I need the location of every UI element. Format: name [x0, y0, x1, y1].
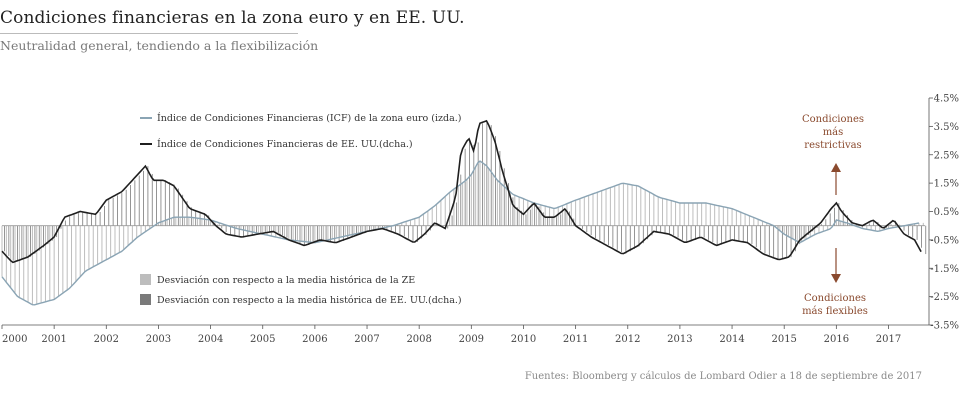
x-axis-ticks: 2000 2001 2002 2003 2004 2005 2006 2007 2008 2009…: [1, 325, 901, 345]
x-tick-label: 2003: [146, 334, 171, 345]
y-tick-label: 3.5%: [934, 122, 959, 133]
y-tick-label: -3.5%: [930, 321, 959, 332]
y-tick-label: 4.5%: [934, 94, 959, 105]
y-tick-label: 1.5%: [934, 179, 959, 190]
x-tick-label: 2004: [198, 334, 223, 345]
us-fci-line: [1, 119, 922, 264]
title-divider: [0, 33, 298, 34]
x-tick-label: 2007: [354, 334, 379, 345]
y-axis-ticks: 4.5% 3.5% 2.5% 1.5% 0.5% -0.5% -1.5% -2.5% -3.5%: [929, 94, 959, 332]
legend-euro-label: Índice de Condiciones Financieras (ICF) …: [157, 112, 462, 124]
annotation-flexible-line1: Condiciones: [804, 293, 866, 304]
arrow-up-icon: [831, 163, 841, 172]
legend-us-dev-swatch: [140, 294, 151, 305]
y-tick-label: -2.5%: [930, 292, 959, 303]
x-tick-label: 2008: [406, 334, 431, 345]
x-tick-label: 2010: [511, 334, 536, 345]
y-tick-label: 0.5%: [934, 207, 959, 218]
legend-euro-dev-label: Desviación con respecto a la media histó…: [157, 275, 415, 286]
x-tick-label: 2015: [771, 334, 796, 345]
annotation-restrictive-line1: Condiciones: [802, 114, 864, 125]
legend-euro-dev-swatch: [140, 274, 151, 285]
x-tick-label: 2001: [41, 334, 66, 345]
chart-subtitle: Neutralidad general, tendiendo a la flex…: [0, 38, 319, 53]
x-tick-label: 2005: [250, 334, 275, 345]
x-tick-label: 2012: [615, 334, 640, 345]
source-note: Fuentes: Bloomberg y cálculos de Lombard…: [524, 371, 922, 382]
annotation-restrictive-line2: más: [823, 127, 844, 138]
x-tick-label: 2014: [719, 334, 744, 345]
x-tick-label: 2002: [94, 334, 119, 345]
x-tick-label: 2013: [667, 334, 692, 345]
euro-fci-line: [1, 160, 920, 306]
y-tick-label: -0.5%: [930, 235, 959, 246]
x-tick-label: 2000: [2, 334, 27, 345]
x-tick-label: 2011: [563, 334, 588, 345]
arrow-down-icon: [831, 274, 841, 283]
annotation-restrictive-line3: restrictivas: [804, 140, 861, 151]
x-tick-label: 2016: [824, 334, 849, 345]
legend-us-dev-label: Desviación con respecto a la media histó…: [157, 295, 462, 306]
annotation-flexible-line2: más flexibles: [802, 306, 868, 317]
x-tick-label: 2009: [459, 334, 484, 345]
legend-us-label: Índice de Condiciones Financieras de EE.…: [157, 138, 413, 150]
x-tick-label: 2006: [302, 334, 327, 345]
chart-title: Condiciones financieras en la zona euro …: [0, 8, 465, 28]
x-tick-label: 2017: [876, 334, 901, 345]
y-tick-label: 2.5%: [934, 150, 959, 161]
legend: Índice de Condiciones Financieras (ICF) …: [140, 112, 462, 306]
y-tick-label: -1.5%: [930, 264, 959, 275]
annotation-flexible: Condiciones más flexibles: [802, 248, 868, 317]
annotation-restrictive: Condiciones más restrictivas: [802, 114, 864, 195]
